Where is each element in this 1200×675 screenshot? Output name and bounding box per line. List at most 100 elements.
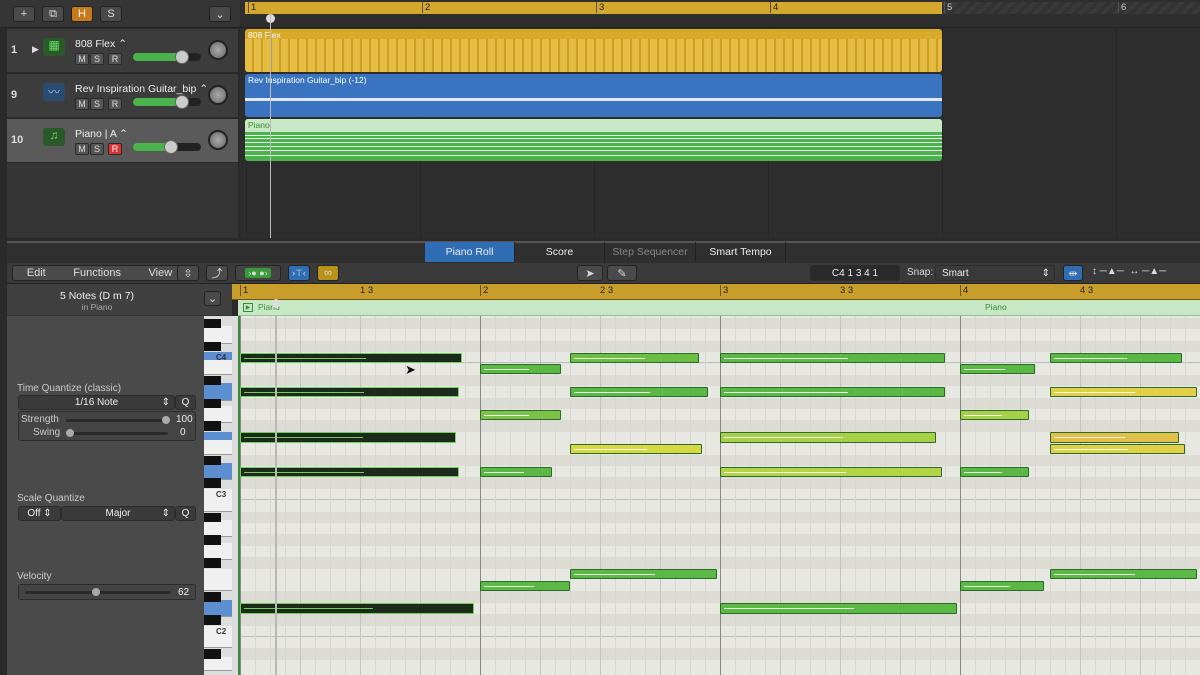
midi-note[interactable]	[570, 352, 699, 363]
midi-note[interactable]	[570, 569, 717, 580]
record-arm-button[interactable]: R	[108, 143, 122, 155]
link-button[interactable]: ∞	[317, 265, 339, 281]
zoom-sliders[interactable]: ↕ ─▲─ ↔ ─▲─	[1092, 266, 1167, 277]
midi-note[interactable]	[240, 603, 474, 614]
black-key[interactable]	[204, 478, 221, 488]
black-key[interactable]	[204, 535, 221, 545]
volume-fader[interactable]	[133, 98, 201, 106]
time-quantize-select[interactable]: 1/16 Note ⇕	[18, 395, 175, 410]
region-strip[interactable]: ▶ Piano Piano	[238, 300, 1200, 316]
white-key[interactable]	[204, 440, 232, 455]
region[interactable]: Rev Inspiration Guitar_bip (-12)	[245, 74, 942, 117]
black-key[interactable]	[204, 649, 221, 659]
midi-note[interactable]	[570, 443, 702, 455]
piano-keyboard[interactable]: C4 C3 C2	[204, 316, 238, 675]
white-key[interactable]	[204, 634, 232, 649]
record-arm-button[interactable]: R	[108, 98, 122, 110]
black-key[interactable]	[204, 421, 221, 431]
inspector-menu-button[interactable]: ⌄	[204, 291, 221, 306]
mute-button[interactable]: M	[75, 53, 89, 65]
fit-button[interactable]: ⇹	[1063, 265, 1083, 281]
track-name[interactable]: 808 Flex ⌃	[75, 38, 127, 50]
tab-piano-roll[interactable]: Piano Roll	[425, 242, 515, 262]
solo-button[interactable]: S	[90, 53, 104, 65]
midi-note[interactable]	[720, 432, 936, 443]
swing-slider[interactable]	[66, 429, 168, 437]
tab-score[interactable]: Score	[515, 242, 605, 262]
scale-quantize-q-button[interactable]: Q	[175, 506, 196, 521]
time-quantize-q-button[interactable]: Q	[175, 395, 196, 410]
solo-mode-button[interactable]: S	[100, 6, 122, 22]
snap-select[interactable]: Smart ⇕	[935, 265, 1055, 281]
region[interactable]: Piano	[245, 119, 942, 161]
disclosure-triangle-icon[interactable]: ▶	[32, 44, 39, 54]
mute-button[interactable]: M	[75, 143, 89, 155]
midi-note[interactable]	[240, 466, 459, 477]
midi-note[interactable]	[960, 580, 1044, 591]
black-key[interactable]	[204, 341, 221, 351]
strength-slider[interactable]	[66, 416, 170, 424]
view-menu[interactable]: View	[148, 267, 173, 279]
catch-button[interactable]: ›⊤‹	[288, 265, 310, 281]
midi-note[interactable]	[480, 363, 561, 375]
collapse-button[interactable]: ⇳	[177, 265, 199, 281]
duplicate-track-button[interactable]: ⧉	[42, 6, 64, 22]
track-header[interactable]: 9 〰 Rev Inspiration Guitar_bip ⌃ M S R	[7, 74, 238, 118]
main-ruler[interactable]: 1 2 3 4 5 6	[240, 0, 1200, 28]
track-name[interactable]: Rev Inspiration Guitar_bip ⌃	[75, 83, 209, 95]
scale-mode-select[interactable]: Major ⇕	[61, 506, 175, 521]
black-key[interactable]	[204, 558, 221, 568]
velocity-slider[interactable]	[25, 588, 171, 596]
black-key[interactable]	[204, 615, 221, 625]
white-key[interactable]	[204, 497, 232, 512]
pan-knob[interactable]	[208, 85, 228, 105]
mute-button[interactable]: M	[75, 98, 89, 110]
midi-note[interactable]	[1050, 569, 1197, 580]
volume-fader-thumb[interactable]	[174, 95, 189, 109]
midi-note[interactable]	[960, 409, 1029, 420]
editor-playhead-handle[interactable]	[272, 299, 280, 308]
black-key[interactable]	[204, 318, 221, 329]
black-key[interactable]	[204, 398, 221, 408]
region[interactable]: 808 Flex	[245, 29, 942, 72]
tab-step-sequencer[interactable]: Step Sequencer	[605, 242, 696, 262]
midi-note[interactable]	[1050, 386, 1197, 398]
black-key[interactable]	[204, 512, 221, 522]
midi-note[interactable]	[480, 466, 552, 477]
white-key[interactable]	[204, 656, 232, 672]
volume-fader-thumb[interactable]	[164, 140, 179, 154]
midi-note[interactable]	[720, 386, 945, 398]
black-key[interactable]	[204, 455, 221, 465]
edit-menu[interactable]: Edit	[26, 267, 46, 279]
tab-smart-tempo[interactable]: Smart Tempo	[696, 242, 786, 262]
midi-note[interactable]	[240, 432, 456, 443]
volume-fader[interactable]	[133, 53, 201, 61]
midi-note[interactable]	[480, 580, 570, 591]
midi-note[interactable]	[720, 603, 957, 614]
white-key[interactable]	[204, 577, 232, 592]
midi-note[interactable]	[240, 352, 462, 363]
track-name[interactable]: Piano | A ⌃	[75, 128, 128, 140]
midi-note[interactable]	[1050, 352, 1182, 363]
midi-note[interactable]	[480, 409, 561, 420]
track-header[interactable]: 10 ♫ Piano | A ⌃ M S R	[7, 119, 238, 163]
midi-note[interactable]	[960, 466, 1029, 477]
functions-menu[interactable]: Functions	[73, 267, 121, 279]
black-key[interactable]	[204, 375, 221, 386]
cycle-region[interactable]	[245, 2, 942, 14]
midi-in-out-button[interactable]: ›● ●›	[235, 265, 281, 281]
solo-button[interactable]: S	[90, 98, 104, 110]
add-track-button[interactable]: +	[13, 6, 35, 22]
midi-note[interactable]	[1050, 443, 1185, 455]
midi-note[interactable]	[720, 466, 942, 477]
solo-button[interactable]: S	[90, 143, 104, 155]
pencil-tool[interactable]: ✎	[607, 265, 637, 281]
volume-fader-thumb[interactable]	[174, 50, 189, 64]
hide-button[interactable]: H	[71, 6, 93, 22]
midi-note[interactable]	[1050, 432, 1179, 443]
midi-note[interactable]	[240, 386, 459, 398]
piano-roll-grid[interactable]: ➤	[238, 316, 1200, 675]
track-header[interactable]: 1 ▶ ▦ 808 Flex ⌃ M S R	[7, 29, 238, 73]
automation-button[interactable]: ⤴	[206, 265, 228, 281]
editor-ruler[interactable]: 1 1 3 2 2 3 3 3 3 4 4 3	[232, 284, 1200, 300]
